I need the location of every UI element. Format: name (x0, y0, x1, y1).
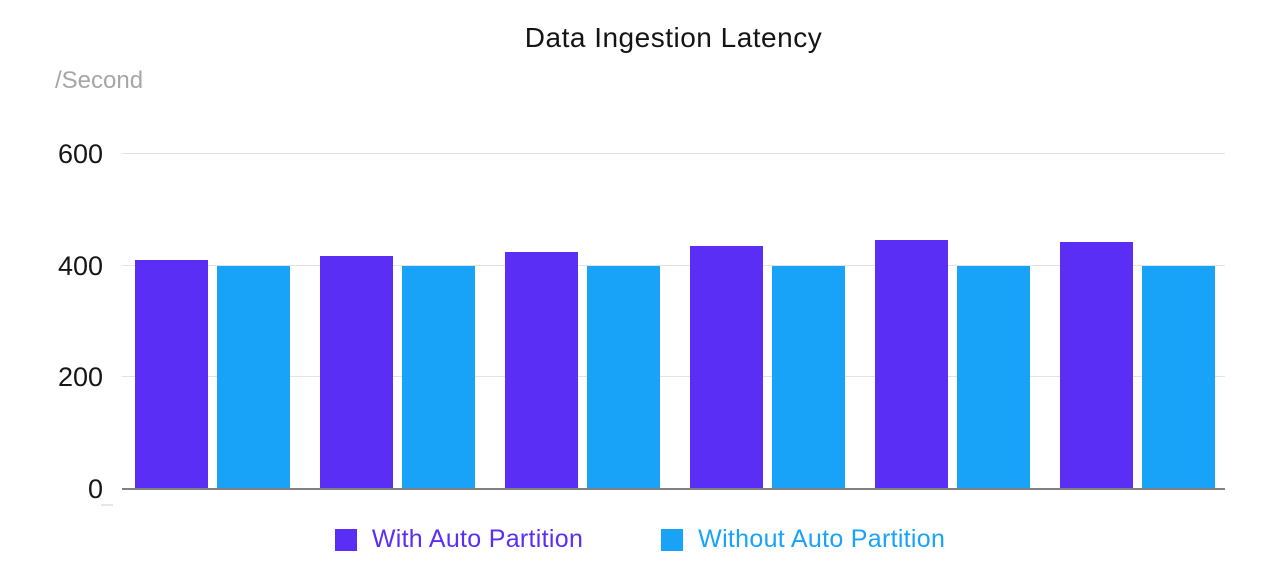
axis-sub-tick (101, 504, 113, 506)
chart-title: Data Ingestion Latency (524, 22, 823, 53)
legend-item-without-auto-partition[interactable]: Without Auto Partition (661, 525, 945, 554)
y-tick-label-600: 600 (57, 139, 103, 169)
y-tick-label-0: 0 (87, 474, 103, 504)
gridline-200 (122, 376, 1225, 378)
gridline-400 (122, 264, 1225, 266)
bar-without-auto-partition-2 (402, 265, 475, 489)
x-axis-line (122, 488, 1225, 490)
bar-group-3 (505, 154, 660, 489)
bar-group-6 (1060, 154, 1215, 489)
bar-without-auto-partition-5 (957, 265, 1030, 489)
y-tick-label-400: 400 (57, 250, 103, 281)
legend: With Auto Partition Without Auto Partitio… (0, 525, 1280, 554)
bar-with-auto-partition-1 (135, 260, 208, 489)
gridline-600 (122, 153, 1225, 154)
bar-group-4 (690, 154, 845, 489)
bar-with-auto-partition-6 (1060, 241, 1133, 489)
bar-without-auto-partition-4 (772, 265, 845, 489)
bar-with-auto-partition-5 (875, 240, 948, 489)
plot-area (122, 153, 1225, 490)
bar-with-auto-partition-4 (690, 246, 763, 489)
y-axis-unit-label: /Second (55, 67, 144, 94)
bar-without-auto-partition-6 (1142, 265, 1215, 489)
bar-without-auto-partition-3 (587, 265, 660, 489)
bars-layer (122, 154, 1225, 489)
bar-with-auto-partition-2 (320, 255, 393, 489)
y-tick-label-200: 200 (57, 362, 103, 393)
legend-item-with-auto-partition[interactable]: With Auto Partition (334, 525, 584, 554)
legend-label-without-auto-partition: Without Auto Partition (698, 525, 946, 553)
legend-label-with-auto-partition: With Auto Partition (371, 525, 584, 553)
legend-swatch-with-auto-partition (334, 528, 357, 551)
bar-group-2 (320, 154, 475, 489)
bar-without-auto-partition-1 (217, 265, 290, 489)
legend-swatch-without-auto-partition (661, 528, 684, 551)
bar-group-5 (875, 154, 1030, 489)
bar-group-1 (135, 154, 290, 489)
bar-with-auto-partition-3 (505, 251, 578, 489)
